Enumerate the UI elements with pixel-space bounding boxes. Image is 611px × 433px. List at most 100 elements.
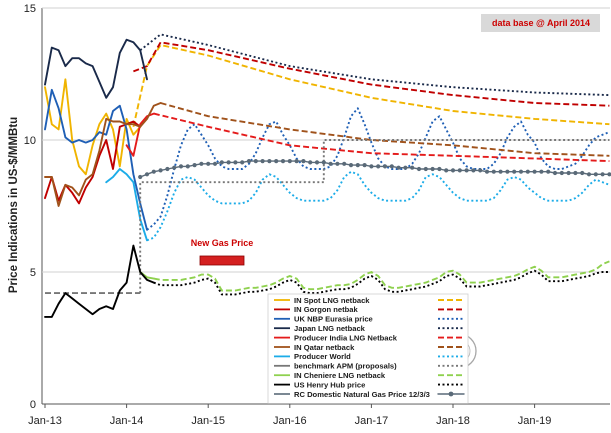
data-point bbox=[573, 170, 578, 176]
legend-label-benchmark-apm-proposals: benchmark APM (proposals) bbox=[294, 362, 397, 371]
data-point bbox=[403, 165, 408, 170]
data-point bbox=[450, 168, 456, 173]
data-point bbox=[138, 174, 143, 180]
legend-label-producer-india-lng-netback: Producer India LNG Netback bbox=[294, 333, 398, 342]
data-point bbox=[430, 166, 435, 172]
data-point bbox=[518, 169, 524, 174]
y-tick-label: 0 bbox=[30, 399, 36, 411]
data-point bbox=[437, 166, 442, 172]
series-line-producer-world-dotted bbox=[146, 170, 610, 242]
series-line-us-henry-hub-price-dotted bbox=[153, 269, 610, 296]
data-point bbox=[321, 160, 326, 165]
data-base-note: data base @ April 2014 bbox=[492, 18, 590, 28]
data-base-note-box bbox=[481, 14, 600, 32]
data-point bbox=[382, 164, 388, 169]
new-gas-price-label: New Gas Price bbox=[191, 238, 254, 248]
data-point bbox=[185, 164, 190, 169]
data-point bbox=[532, 169, 537, 174]
series-line-producer-india-lng-netback-solid bbox=[125, 112, 155, 157]
y-tick-label: 15 bbox=[24, 3, 36, 15]
data-point bbox=[559, 170, 564, 176]
data-point bbox=[172, 165, 177, 170]
data-point bbox=[389, 164, 394, 169]
data-point bbox=[491, 169, 496, 174]
series-line-rc-domestic-natural-gas-price-12-3-3-dots bbox=[139, 160, 611, 178]
legend-label-in-cheniere-lng-netback: IN Cheniere LNG netback bbox=[294, 371, 386, 380]
data-point bbox=[607, 172, 611, 177]
series-layer bbox=[44, 33, 611, 318]
data-point bbox=[178, 164, 184, 169]
data-point bbox=[287, 159, 292, 164]
data-point bbox=[240, 160, 245, 165]
legend-label-producer-world: Producer World bbox=[294, 352, 351, 361]
data-point bbox=[580, 170, 585, 176]
data-point bbox=[471, 168, 476, 173]
data-point bbox=[586, 172, 592, 177]
new-gas-price-marker bbox=[199, 255, 245, 266]
data-point bbox=[376, 164, 381, 169]
data-point bbox=[552, 170, 558, 176]
data-point bbox=[505, 169, 510, 174]
series-line-japan-lng-netback-solid bbox=[44, 38, 148, 99]
data-point bbox=[253, 159, 258, 164]
x-tick-labels: Jan-13 Jan-14 Jan-15 Jan-16 Jan-17 Jan-18 Jan-… bbox=[28, 404, 551, 427]
data-point bbox=[355, 163, 360, 168]
data-point bbox=[206, 161, 211, 166]
data-point bbox=[335, 161, 340, 166]
data-point bbox=[260, 159, 265, 164]
data-point bbox=[274, 159, 279, 164]
series-line-in-gorgon-netbak-solid bbox=[44, 120, 142, 205]
x-tick-label: Jan-14 bbox=[110, 415, 144, 427]
data-point bbox=[362, 163, 367, 168]
x-tick-label: Jan-15 bbox=[191, 415, 225, 427]
series-line-in-gorgon-netbak-dashed bbox=[133, 41, 610, 107]
data-point bbox=[396, 165, 401, 170]
data-point bbox=[219, 160, 224, 165]
data-point bbox=[199, 161, 204, 166]
data-point bbox=[233, 160, 238, 165]
series-line-uk-nbp-eurasia-price-dotted bbox=[146, 107, 610, 231]
data-point bbox=[165, 166, 170, 172]
data-point bbox=[212, 161, 218, 166]
series-line-us-henry-hub-price-solid bbox=[44, 244, 155, 318]
data-point bbox=[151, 169, 156, 174]
data-point bbox=[464, 168, 469, 173]
data-point bbox=[192, 163, 197, 168]
data-point bbox=[444, 168, 449, 173]
data-point bbox=[294, 159, 299, 164]
data-point bbox=[539, 169, 544, 174]
data-point bbox=[246, 159, 252, 164]
legend-label-in-spot-lng-netback: IN Spot LNG netback bbox=[294, 296, 370, 305]
series-line-in-spot-lng-netback-solid bbox=[44, 78, 142, 176]
legend-label-us-henry-hub-price: US Henry Hub price bbox=[294, 380, 365, 389]
series-line-producer-india-lng-netback-dashed bbox=[153, 112, 610, 163]
data-point bbox=[267, 159, 272, 164]
data-point bbox=[566, 170, 571, 176]
legend-label-uk-nbp-eurasia-price: UK NBP Eurasia price bbox=[294, 315, 373, 324]
legend-label-in-gorgon-netbak: IN Gorgon netbak bbox=[294, 305, 358, 314]
legend-label-rc-domestic-natural-gas-price-12-3-3: RC Domestic Natural Gas Price 12/3/3 bbox=[294, 390, 430, 399]
data-point bbox=[478, 168, 483, 173]
series-line-in-spot-lng-netback-dashed bbox=[132, 44, 610, 128]
data-point bbox=[342, 161, 347, 166]
y-axis-label: Price Indications in US-$/MMBtu bbox=[8, 117, 20, 293]
data-point bbox=[423, 166, 428, 172]
y-tick-label: 5 bbox=[30, 267, 36, 279]
data-point bbox=[410, 165, 415, 170]
legend-sample-dot bbox=[448, 391, 454, 397]
x-tick-label: Jan-19 bbox=[518, 415, 552, 427]
data-point bbox=[314, 160, 320, 165]
data-point bbox=[144, 172, 150, 177]
data-point bbox=[457, 168, 462, 173]
data-point bbox=[369, 164, 374, 169]
data-point bbox=[498, 169, 503, 174]
data-point bbox=[546, 169, 551, 174]
data-point bbox=[158, 168, 163, 173]
data-point bbox=[525, 169, 530, 174]
data-point bbox=[301, 159, 306, 164]
x-tick-label: Jan-18 bbox=[436, 415, 470, 427]
y-tick-label: 10 bbox=[24, 135, 36, 147]
data-point bbox=[308, 160, 313, 165]
